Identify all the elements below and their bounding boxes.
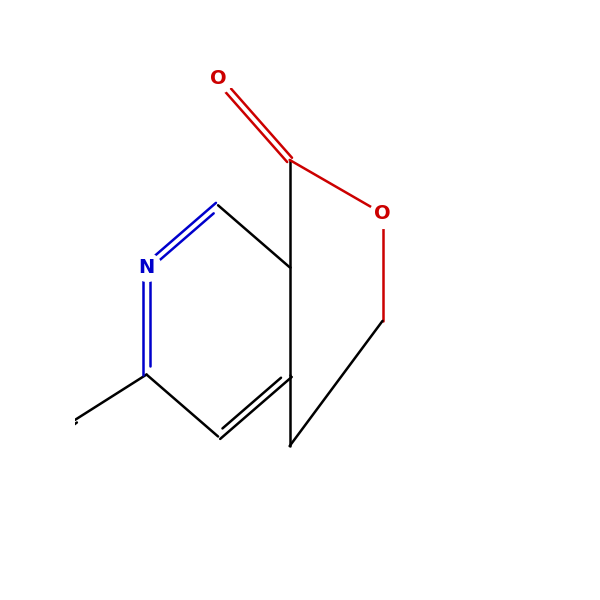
Text: O: O <box>374 204 391 223</box>
Text: N: N <box>139 258 155 277</box>
Text: O: O <box>210 69 226 88</box>
